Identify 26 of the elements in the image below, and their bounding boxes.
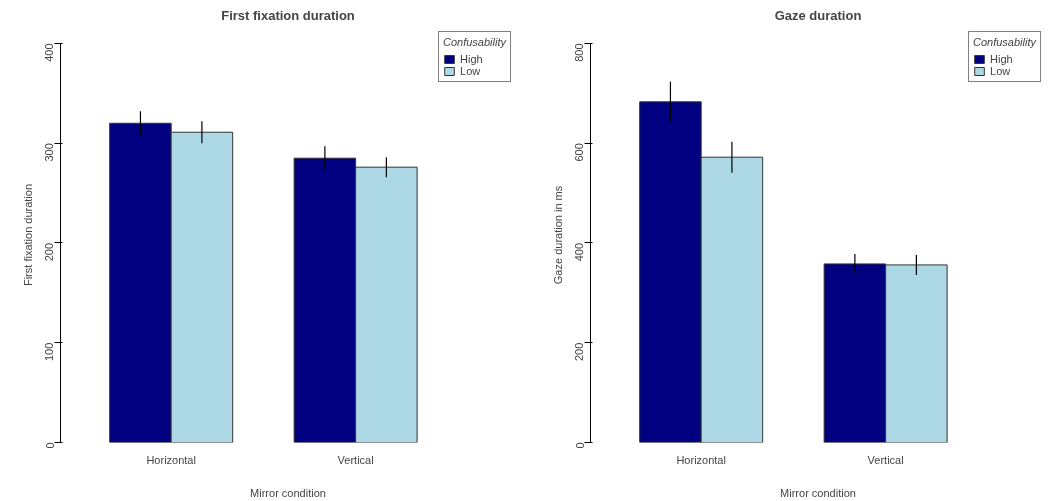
y-tick-label: 400	[43, 43, 56, 62]
legend-title: Confusability	[973, 36, 1036, 48]
legend-label: Low	[460, 65, 481, 77]
chart-title: Gaze duration	[774, 7, 862, 23]
x-axis-title: Mirror condition	[250, 486, 326, 499]
y-tick-label: 0	[573, 442, 586, 449]
y-tick-label: 200	[43, 242, 56, 262]
legend-label: Low	[990, 65, 1011, 77]
x-tick-label: Vertical	[867, 453, 904, 466]
x-tick-label: Horizontal	[146, 453, 196, 466]
y-tick-label: 200	[573, 342, 586, 362]
y-tick-label: 100	[43, 342, 56, 362]
y-tick-label: 0	[43, 442, 56, 449]
chart-title: First fixation duration	[221, 7, 355, 23]
x-tick-label: Vertical	[337, 453, 374, 466]
x-tick-label: Horizontal	[676, 453, 726, 466]
y-axis-title: First fixation duration	[21, 183, 34, 287]
legend-label: High	[990, 53, 1013, 65]
y-tick-label: 400	[573, 242, 586, 262]
x-axis-title: Mirror condition	[780, 486, 856, 499]
y-axis-title: Gaze duration in ms	[551, 185, 564, 285]
y-tick-label: 800	[573, 43, 586, 62]
legend-label: High	[460, 53, 483, 65]
legend-title: Confusability	[443, 36, 506, 48]
y-tick-label: 300	[43, 143, 56, 162]
y-tick-label: 600	[573, 143, 586, 162]
